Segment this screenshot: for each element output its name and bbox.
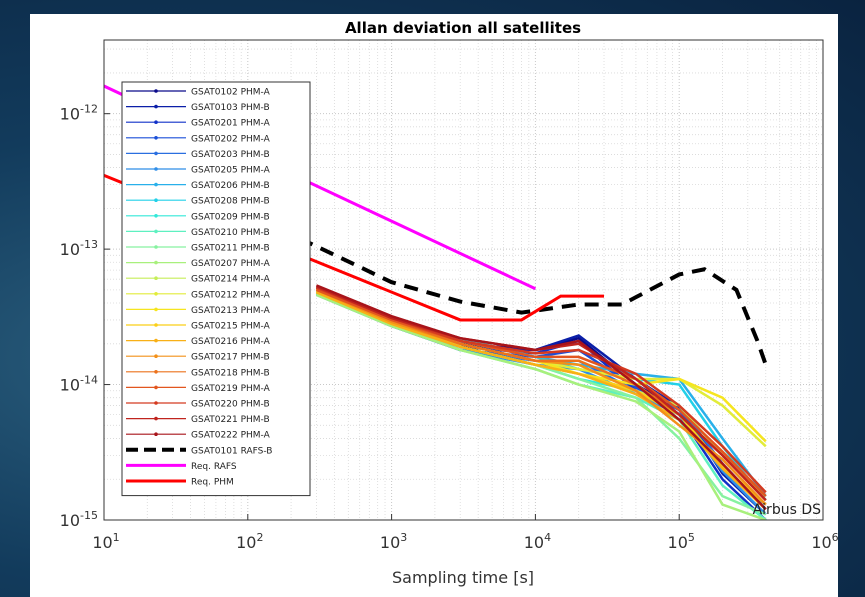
legend-label: GSAT0210 PHM-B bbox=[191, 228, 270, 238]
legend-label: GSAT0212 PHM-A bbox=[191, 290, 271, 300]
legend-label: GSAT0207 PHM-A bbox=[191, 259, 271, 269]
legend-marker bbox=[154, 370, 158, 374]
legend-label: GSAT0222 PHM-A bbox=[191, 431, 271, 441]
legend-marker bbox=[154, 151, 158, 156]
chart-title: Allan deviation all satellites bbox=[345, 19, 581, 37]
legend-marker bbox=[154, 167, 158, 171]
legend-marker bbox=[154, 89, 158, 93]
series-line bbox=[315, 293, 767, 520]
legend-label: GSAT0102 PHM-A bbox=[191, 88, 271, 98]
legend-label: GSAT0218 PHM-B bbox=[191, 368, 270, 378]
tick-label: 104 bbox=[524, 531, 551, 552]
legend-marker bbox=[154, 260, 158, 265]
tick-label: 105 bbox=[668, 531, 695, 552]
tick-label: 10-14 bbox=[60, 374, 98, 395]
legend-marker bbox=[154, 120, 158, 124]
annotation: Airbus DS bbox=[753, 502, 822, 518]
series-group bbox=[104, 84, 768, 520]
legend-label: GSAT0219 PHM-A bbox=[191, 384, 271, 394]
legend-marker bbox=[154, 182, 158, 187]
tick-base: 10 bbox=[60, 376, 80, 395]
legend-marker bbox=[154, 245, 158, 249]
legend-label: Req. RAFS bbox=[191, 462, 237, 472]
tick-label: 10-15 bbox=[60, 509, 98, 530]
legend-label: GSAT0209 PHM-B bbox=[191, 212, 270, 222]
legend-label: GSAT0216 PHM-A bbox=[191, 337, 271, 347]
legend-marker bbox=[154, 385, 158, 390]
legend-label: GSAT0220 PHM-B bbox=[191, 400, 270, 410]
tick-exponent: 5 bbox=[688, 531, 695, 544]
tick-exponent: 2 bbox=[256, 531, 263, 544]
tick-label: 10-13 bbox=[60, 238, 98, 259]
legend-label: GSAT0221 PHM-B bbox=[191, 415, 270, 425]
legend-label: GSAT0214 PHM-A bbox=[191, 275, 271, 285]
tick-base: 10 bbox=[60, 240, 80, 259]
legend-marker bbox=[154, 214, 158, 218]
series-line bbox=[315, 291, 767, 511]
legend-label: GSAT0103 PHM-B bbox=[191, 103, 270, 113]
legend-marker bbox=[154, 416, 158, 421]
tick-base: 10 bbox=[811, 533, 831, 552]
tick-base: 10 bbox=[60, 105, 80, 124]
tick-base: 10 bbox=[60, 511, 80, 530]
legend-label: GSAT0205 PHM-A bbox=[191, 166, 271, 176]
tick-exponent: -12 bbox=[80, 103, 98, 116]
tick-base: 10 bbox=[236, 533, 256, 552]
x-axis-label: Sampling time [s] bbox=[392, 568, 534, 587]
legend-marker bbox=[154, 104, 158, 109]
legend-marker bbox=[154, 338, 158, 343]
tick-label: 102 bbox=[236, 531, 263, 552]
axes-frame bbox=[103, 39, 824, 521]
legend-label: GSAT0203 PHM-B bbox=[191, 150, 270, 160]
series-line bbox=[298, 236, 768, 366]
plot-area: 101 102 103 104 105 10610-1510-1410-1310-12Ai… bbox=[60, 39, 839, 552]
legend-marker bbox=[154, 276, 158, 281]
legend-label: GSAT0101 RAFS-B bbox=[191, 446, 272, 456]
legend-marker bbox=[154, 307, 158, 312]
tick-base: 10 bbox=[524, 533, 544, 552]
tick-exponent: -15 bbox=[80, 509, 98, 522]
tick-label: 10-12 bbox=[60, 103, 98, 124]
tick-exponent: 3 bbox=[400, 531, 407, 544]
legend-label: GSAT0202 PHM-A bbox=[191, 134, 271, 144]
legend-marker bbox=[154, 432, 158, 437]
series-line bbox=[104, 174, 605, 322]
legend-label: GSAT0215 PHM-A bbox=[191, 322, 271, 332]
tick-label: 103 bbox=[380, 531, 407, 552]
tick-label: 106 bbox=[811, 531, 838, 552]
tick-label: 101 bbox=[92, 531, 119, 552]
tick-exponent: -14 bbox=[80, 374, 98, 387]
legend-marker bbox=[154, 323, 158, 327]
tick-exponent: 1 bbox=[113, 531, 120, 544]
tick-base: 10 bbox=[668, 533, 688, 552]
legend-marker bbox=[154, 354, 158, 359]
legend-marker bbox=[154, 401, 158, 405]
legend-label: GSAT0206 PHM-B bbox=[191, 181, 270, 191]
legend-label: GSAT0201 PHM-A bbox=[191, 119, 271, 129]
legend-marker bbox=[154, 198, 158, 202]
legend-label: GSAT0217 PHM-B bbox=[191, 353, 270, 363]
legend-box bbox=[121, 81, 311, 497]
legend-marker bbox=[154, 229, 158, 234]
tick-base: 10 bbox=[92, 533, 112, 552]
tick-exponent: -13 bbox=[80, 238, 98, 251]
legend-label: Req. PHM bbox=[191, 478, 234, 488]
legend-label: GSAT0211 PHM-B bbox=[191, 244, 270, 254]
legend-marker bbox=[154, 136, 158, 140]
legend-label: GSAT0208 PHM-B bbox=[191, 197, 270, 207]
series-line bbox=[315, 284, 767, 511]
tick-exponent: 6 bbox=[832, 531, 839, 544]
legend-marker bbox=[154, 292, 158, 296]
legend-label: GSAT0213 PHM-A bbox=[191, 306, 271, 316]
tick-base: 10 bbox=[380, 533, 400, 552]
tick-exponent: 4 bbox=[544, 531, 551, 544]
